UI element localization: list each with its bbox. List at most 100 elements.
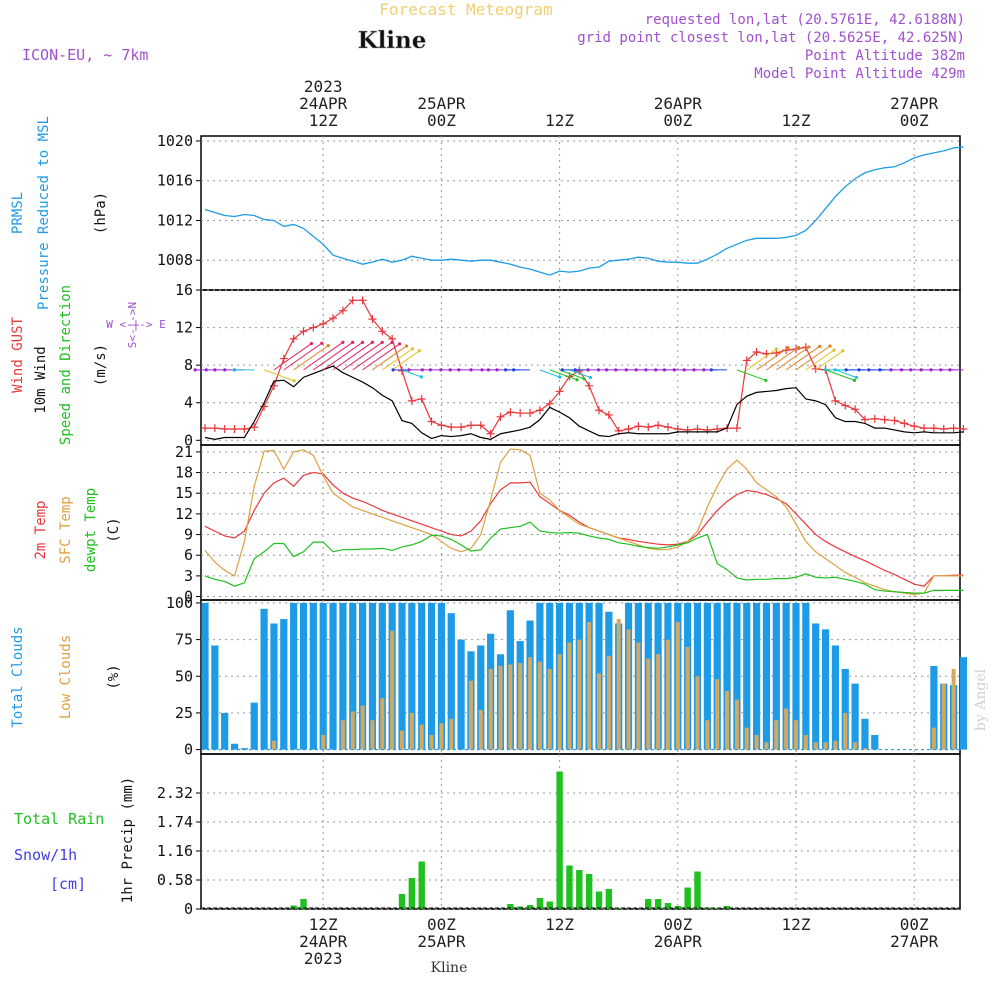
total-cloud-bar bbox=[841, 668, 849, 750]
total-cloud-bar bbox=[861, 718, 869, 750]
total-cloud-bar bbox=[359, 602, 367, 750]
rain-bar bbox=[290, 905, 297, 909]
total-cloud-bar bbox=[477, 645, 485, 750]
wind-arrow-head bbox=[624, 368, 628, 372]
wind-arrow-head bbox=[852, 378, 857, 382]
total-cloud-bar bbox=[309, 602, 317, 750]
low-cloud-bar bbox=[636, 642, 641, 750]
clouds-ytick-label-3: 75 bbox=[175, 631, 193, 649]
wind-arrow-head bbox=[360, 340, 365, 344]
precip-ytick-label-2: 1.16 bbox=[157, 842, 193, 860]
bottom-axis-label-0-2: 2023 bbox=[304, 949, 343, 968]
wind-line bbox=[204, 365, 964, 440]
wind-arrow-head bbox=[841, 349, 845, 353]
low-cloud-bar bbox=[508, 664, 513, 750]
total-cloud-bar bbox=[812, 623, 820, 750]
wind-arrow-head bbox=[878, 368, 882, 372]
wind-arrow-head bbox=[939, 368, 943, 372]
wind-arrow-head bbox=[404, 344, 409, 348]
rain-bar bbox=[645, 899, 652, 909]
total-cloud-bar bbox=[201, 602, 209, 750]
wind-arrow-head bbox=[854, 375, 859, 380]
bottom-axis-label-5-1: 27APR bbox=[890, 932, 939, 951]
gust-marker bbox=[870, 414, 879, 423]
wind-arrow bbox=[559, 369, 585, 380]
gust-marker bbox=[920, 424, 929, 433]
low-cloud-bar bbox=[350, 711, 355, 750]
wind-arrow-head bbox=[807, 345, 811, 349]
total-cloud-bar bbox=[221, 712, 229, 750]
total-cloud-bar bbox=[349, 602, 357, 750]
top-axis-label-5-1: 00Z bbox=[900, 111, 929, 130]
low-cloud-bar bbox=[390, 630, 395, 750]
wind-arrow-head bbox=[309, 341, 314, 346]
gust-marker bbox=[949, 424, 958, 433]
temperature-ytick-label-1: 3 bbox=[184, 567, 193, 585]
low-cloud-bar bbox=[488, 668, 493, 750]
wind-arrow-head bbox=[292, 379, 296, 383]
low-cloud-bar bbox=[567, 642, 572, 750]
gust-marker bbox=[338, 306, 347, 315]
low-cloud-bar bbox=[705, 720, 710, 750]
chart-title: Forecast Meteogram bbox=[379, 0, 552, 19]
wind-arrow-head bbox=[786, 346, 790, 350]
wind-arrow-head bbox=[662, 368, 667, 372]
wind-label-4: (m/s) bbox=[93, 344, 109, 386]
requested-coords: requested lon,lat (20.5761E, 42.6188N) bbox=[645, 12, 965, 28]
total-cloud-bar bbox=[851, 683, 859, 750]
gust-marker bbox=[240, 425, 249, 434]
gust-marker bbox=[654, 421, 663, 430]
gust-marker bbox=[624, 425, 633, 434]
total-cloud-bar bbox=[831, 645, 839, 750]
wind-arrow-head bbox=[419, 375, 423, 379]
gust-marker bbox=[959, 425, 968, 434]
wind-arrow-head bbox=[909, 368, 913, 372]
wind-arrow-head bbox=[448, 368, 452, 372]
gust-marker bbox=[526, 409, 535, 418]
low-cloud-bar bbox=[646, 658, 651, 750]
gust-marker bbox=[417, 394, 426, 403]
top-axis-label-2-0: 12Z bbox=[545, 111, 574, 130]
wind-arrow-head bbox=[832, 348, 836, 352]
total-cloud-bar bbox=[378, 602, 386, 750]
wind-arrow-head bbox=[634, 368, 638, 372]
wind-arrow-head bbox=[398, 342, 402, 346]
low-cloud-bar bbox=[685, 646, 690, 750]
cloud-label-3: (%) bbox=[106, 664, 122, 689]
low-cloud-bar bbox=[409, 712, 414, 750]
total-cloud-bar bbox=[398, 602, 406, 750]
wind-arrow-head bbox=[370, 340, 374, 344]
low-cloud-bar bbox=[754, 734, 759, 750]
clouds-ytick-label-2: 50 bbox=[175, 667, 193, 685]
bottom-axis-label-2-0: 12Z bbox=[545, 915, 574, 934]
total-cloud-bar bbox=[260, 608, 268, 750]
wind-arrow bbox=[362, 343, 400, 371]
gust-marker bbox=[447, 423, 456, 432]
precip-ytick-label-4: 2.32 bbox=[157, 784, 193, 802]
wind-arrow-head bbox=[391, 368, 395, 372]
precip-ytick-label-3: 1.74 bbox=[157, 813, 193, 831]
low-cloud-bar bbox=[823, 742, 828, 750]
wind-arrow bbox=[382, 348, 413, 371]
wind-arrow bbox=[835, 369, 857, 378]
low-cloud-bar bbox=[557, 654, 562, 750]
wind-ytick-label-4: 16 bbox=[175, 281, 193, 299]
pressure-ytick-label-3: 1020 bbox=[157, 132, 193, 150]
low-cloud-bar bbox=[941, 683, 946, 750]
model-name: ICON-EU, ~ 7km bbox=[22, 46, 148, 64]
wind-arrow-head bbox=[480, 368, 484, 372]
bottom-axis-label-3-1: 26APR bbox=[654, 932, 703, 951]
low-cloud-bar bbox=[340, 720, 345, 750]
wind-arrow-head bbox=[560, 368, 564, 372]
wind-arrow-head bbox=[692, 368, 696, 372]
total-cloud-bar bbox=[240, 748, 248, 750]
gust-marker bbox=[250, 423, 259, 432]
low-cloud-bar bbox=[853, 742, 858, 750]
low-cloud-bar bbox=[606, 655, 611, 750]
low-cloud-bar bbox=[715, 679, 720, 750]
temp-label-4: (C) bbox=[106, 517, 122, 542]
rain-bar bbox=[654, 899, 662, 909]
pressure-label-1: PRMSL bbox=[10, 192, 26, 234]
wind-arrow-head bbox=[614, 368, 618, 372]
